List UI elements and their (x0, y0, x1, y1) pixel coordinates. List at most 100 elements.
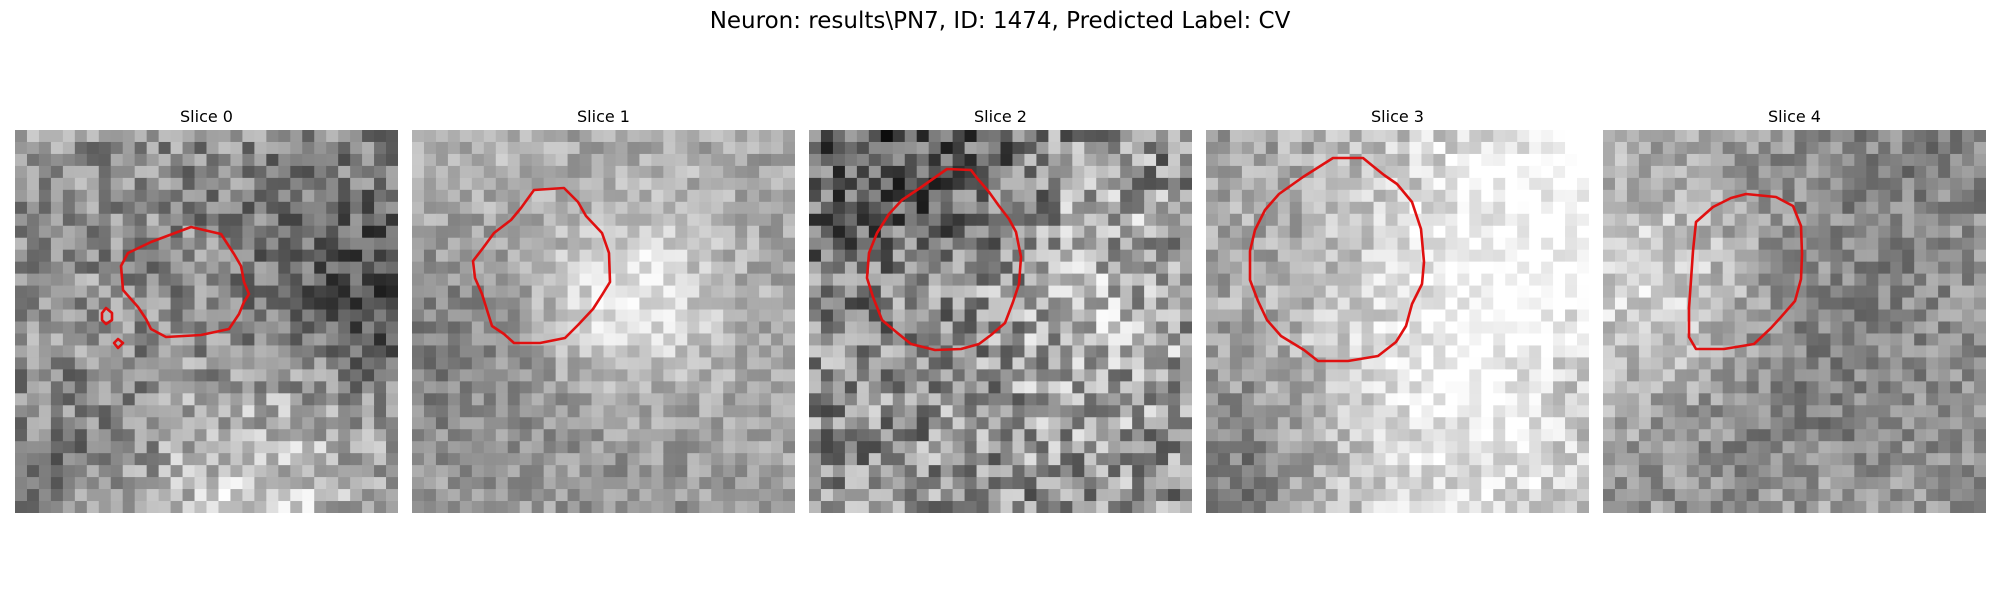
image-pixel (687, 261, 700, 275)
image-pixel (603, 369, 617, 382)
image-pixel (1794, 429, 1808, 442)
image-pixel (1782, 441, 1796, 454)
image-pixel (471, 453, 485, 466)
image-pixel (1818, 357, 1832, 370)
image-pixel (639, 489, 652, 502)
image-pixel (892, 417, 906, 430)
image-pixel (230, 273, 244, 287)
image-pixel (1012, 321, 1026, 335)
image-pixel (952, 477, 966, 490)
image-pixel (1553, 237, 1566, 251)
image-pixel (158, 453, 172, 466)
image-pixel (50, 477, 64, 490)
image-pixel (844, 130, 858, 143)
image-pixel (1048, 237, 1061, 251)
image-pixel (182, 213, 196, 227)
image-pixel (1650, 429, 1664, 442)
image-pixel (507, 165, 521, 179)
image-pixel (290, 177, 303, 191)
image-pixel (711, 477, 724, 490)
image-pixel (723, 225, 736, 239)
image-pixel (26, 321, 40, 335)
image-pixel (1024, 213, 1038, 227)
image-pixel (435, 321, 449, 335)
image-pixel (290, 297, 303, 311)
image-pixel (988, 225, 1002, 239)
image-pixel (362, 357, 375, 370)
image-pixel (1024, 237, 1038, 251)
image-pixel (314, 261, 327, 275)
image-pixel (928, 489, 942, 502)
image-pixel (1878, 130, 1891, 143)
image-pixel (1553, 357, 1566, 370)
image-pixel (1842, 429, 1855, 442)
image-pixel (326, 501, 339, 513)
image-pixel (1012, 213, 1026, 227)
image-pixel (1650, 165, 1664, 179)
image-pixel (110, 393, 124, 406)
image-pixel (747, 225, 760, 239)
image-pixel (1180, 393, 1192, 406)
image-pixel (182, 177, 196, 191)
image-pixel (543, 321, 557, 335)
image-pixel (675, 177, 688, 191)
image-pixel (1577, 405, 1589, 418)
image-pixel (1373, 357, 1387, 370)
image-pixel (916, 441, 930, 454)
image-pixel (38, 441, 52, 454)
image-pixel (1505, 153, 1518, 167)
image-pixel (412, 201, 425, 215)
image-pixel (711, 465, 724, 478)
image-pixel (218, 153, 232, 167)
image-pixel (62, 189, 76, 203)
image-pixel (170, 141, 184, 155)
image-pixel (1662, 393, 1676, 406)
image-pixel (1433, 429, 1446, 442)
image-pixel (423, 345, 437, 359)
image-pixel (1674, 189, 1688, 203)
image-pixel (783, 165, 795, 179)
image-pixel (531, 261, 545, 275)
image-pixel (15, 429, 28, 442)
image-pixel (1036, 297, 1049, 311)
image-pixel (194, 453, 208, 466)
image-pixel (1962, 141, 1975, 155)
image-pixel (964, 429, 978, 442)
image-pixel (314, 453, 327, 466)
image-pixel (435, 441, 449, 454)
image-pixel (1842, 321, 1855, 335)
image-pixel (1096, 333, 1109, 347)
image-pixel (1180, 141, 1192, 155)
image-pixel (1445, 189, 1458, 203)
image-pixel (1674, 453, 1688, 466)
image-pixel (1036, 357, 1049, 370)
image-pixel (86, 189, 100, 203)
image-pixel (1457, 501, 1470, 513)
image-pixel (1072, 213, 1085, 227)
image-pixel (1036, 261, 1049, 275)
image-pixel (386, 489, 398, 502)
image-pixel (1313, 489, 1327, 502)
image-pixel (507, 321, 521, 335)
image-pixel (1206, 405, 1219, 418)
image-pixel (1614, 405, 1628, 418)
image-pixel (1626, 393, 1640, 406)
image-pixel (1974, 309, 1986, 323)
image-pixel (1313, 465, 1327, 478)
image-pixel (1517, 441, 1530, 454)
image-pixel (1565, 429, 1578, 442)
image-pixel (1614, 453, 1628, 466)
image-pixel (1866, 261, 1879, 275)
image-pixel (122, 273, 136, 287)
image-pixel (62, 381, 76, 394)
slice-title: Slice 0 (180, 107, 233, 126)
image-pixel (519, 501, 533, 513)
image-pixel (1674, 130, 1688, 143)
image-pixel (555, 273, 569, 287)
image-pixel (1481, 465, 1494, 478)
image-pixel (1301, 201, 1315, 215)
image-pixel (809, 321, 822, 335)
image-pixel (832, 189, 846, 203)
image-pixel (362, 501, 375, 513)
image-pixel (699, 225, 712, 239)
